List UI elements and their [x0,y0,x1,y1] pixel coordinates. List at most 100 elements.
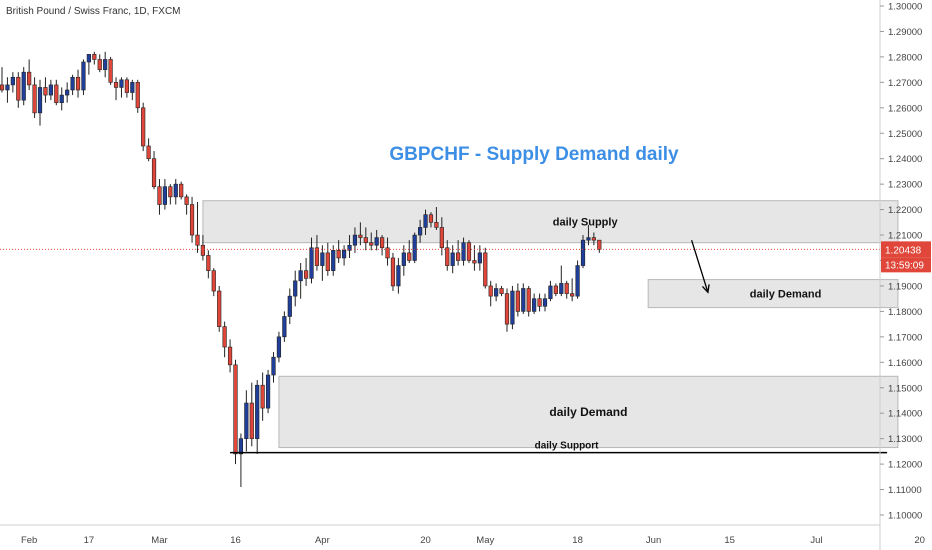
time-tick-label: 20 [914,535,925,546]
candle [488,280,493,307]
candle-body [548,285,553,299]
price-tick-label: 1.27000 [888,78,922,89]
candle [124,77,129,98]
candle [43,77,48,103]
candle-body [70,76,75,91]
candle-body [108,59,113,83]
candle-body [363,237,368,243]
candle-body [119,79,124,88]
candle-body [86,54,91,63]
candle [336,240,341,264]
candle-body [113,82,119,88]
candle [580,235,586,269]
candle [532,293,537,314]
candle [27,59,32,90]
candle [162,179,168,210]
candle-body [43,87,48,96]
candle-body [542,298,548,307]
price-tick-label: 1.29000 [888,27,922,38]
candle [591,232,596,246]
candle [418,219,423,243]
price-tick-label: 1.14000 [888,409,922,420]
candle-body [222,326,227,348]
candle-body [456,252,461,261]
chart-title: GBPCHF - Supply Demand daily [389,144,679,165]
candle [255,380,260,454]
candle-body [580,239,586,266]
candle-body [597,239,602,250]
support-label: daily Support [535,441,600,452]
time-tick-label: Jul [810,535,822,546]
price-tick-label: 1.26000 [888,103,922,114]
candle [526,285,531,317]
candle [309,237,314,284]
candle-body [27,71,32,86]
candle [303,257,309,286]
candle [456,240,461,266]
candle [206,250,211,279]
price-tick-label: 1.25000 [888,129,922,140]
candle-body [179,183,184,198]
time-axis: Feb 17 Mar 16 Apr 20 May 18 Jun 15 Jul 20 [0,524,925,546]
candle-body [347,244,352,251]
candle-body [379,237,385,249]
candle-body [553,285,558,294]
candle [21,67,26,106]
candle [412,232,417,264]
candle [86,54,91,75]
price-tick-label: 1.28000 [888,52,922,63]
candle-body [504,293,510,325]
candle [81,59,86,96]
candle [352,227,358,253]
zones-layer: daily Supply daily Demand daily Demand [202,200,899,449]
candle-body [515,290,520,312]
candle [65,82,70,103]
price-tick-label: 1.30000 [888,2,922,13]
candle [217,285,222,332]
candle [233,359,238,465]
candle-body [570,293,575,297]
candle [423,209,428,236]
candle [434,207,439,230]
zone-rect [278,375,899,449]
candle-body [103,59,108,70]
candle-body [369,242,374,246]
candle [450,245,455,274]
candle-body [130,82,135,93]
price-tick-label: 1.22000 [888,205,922,216]
candle-body [564,283,569,294]
candle [0,67,5,93]
candle [59,87,64,111]
candle [396,257,401,294]
candle-body [418,227,423,236]
candle-body [466,242,472,261]
candle-body [265,374,271,409]
candle-body [75,76,81,91]
candle [325,242,330,276]
candle [54,79,59,106]
candle-body [282,316,287,338]
candle [586,224,591,246]
candle [10,72,15,93]
candle [542,293,548,312]
candle-body [65,89,70,96]
arrow-head [701,284,710,294]
candle-body [238,438,244,455]
candle-body [499,288,504,294]
price-tick-label: 1.15000 [888,383,922,394]
candle-body [537,298,542,307]
candle [461,237,466,266]
candle-body [206,255,211,271]
candle [559,265,564,297]
candle [119,77,124,98]
candle [146,138,151,162]
zone-label: daily Demand [750,289,822,301]
candle-body [32,84,37,114]
candle [390,252,396,292]
candle-body [401,252,406,266]
candle-body [407,252,412,261]
candle [504,288,510,332]
candle-body [526,288,531,312]
